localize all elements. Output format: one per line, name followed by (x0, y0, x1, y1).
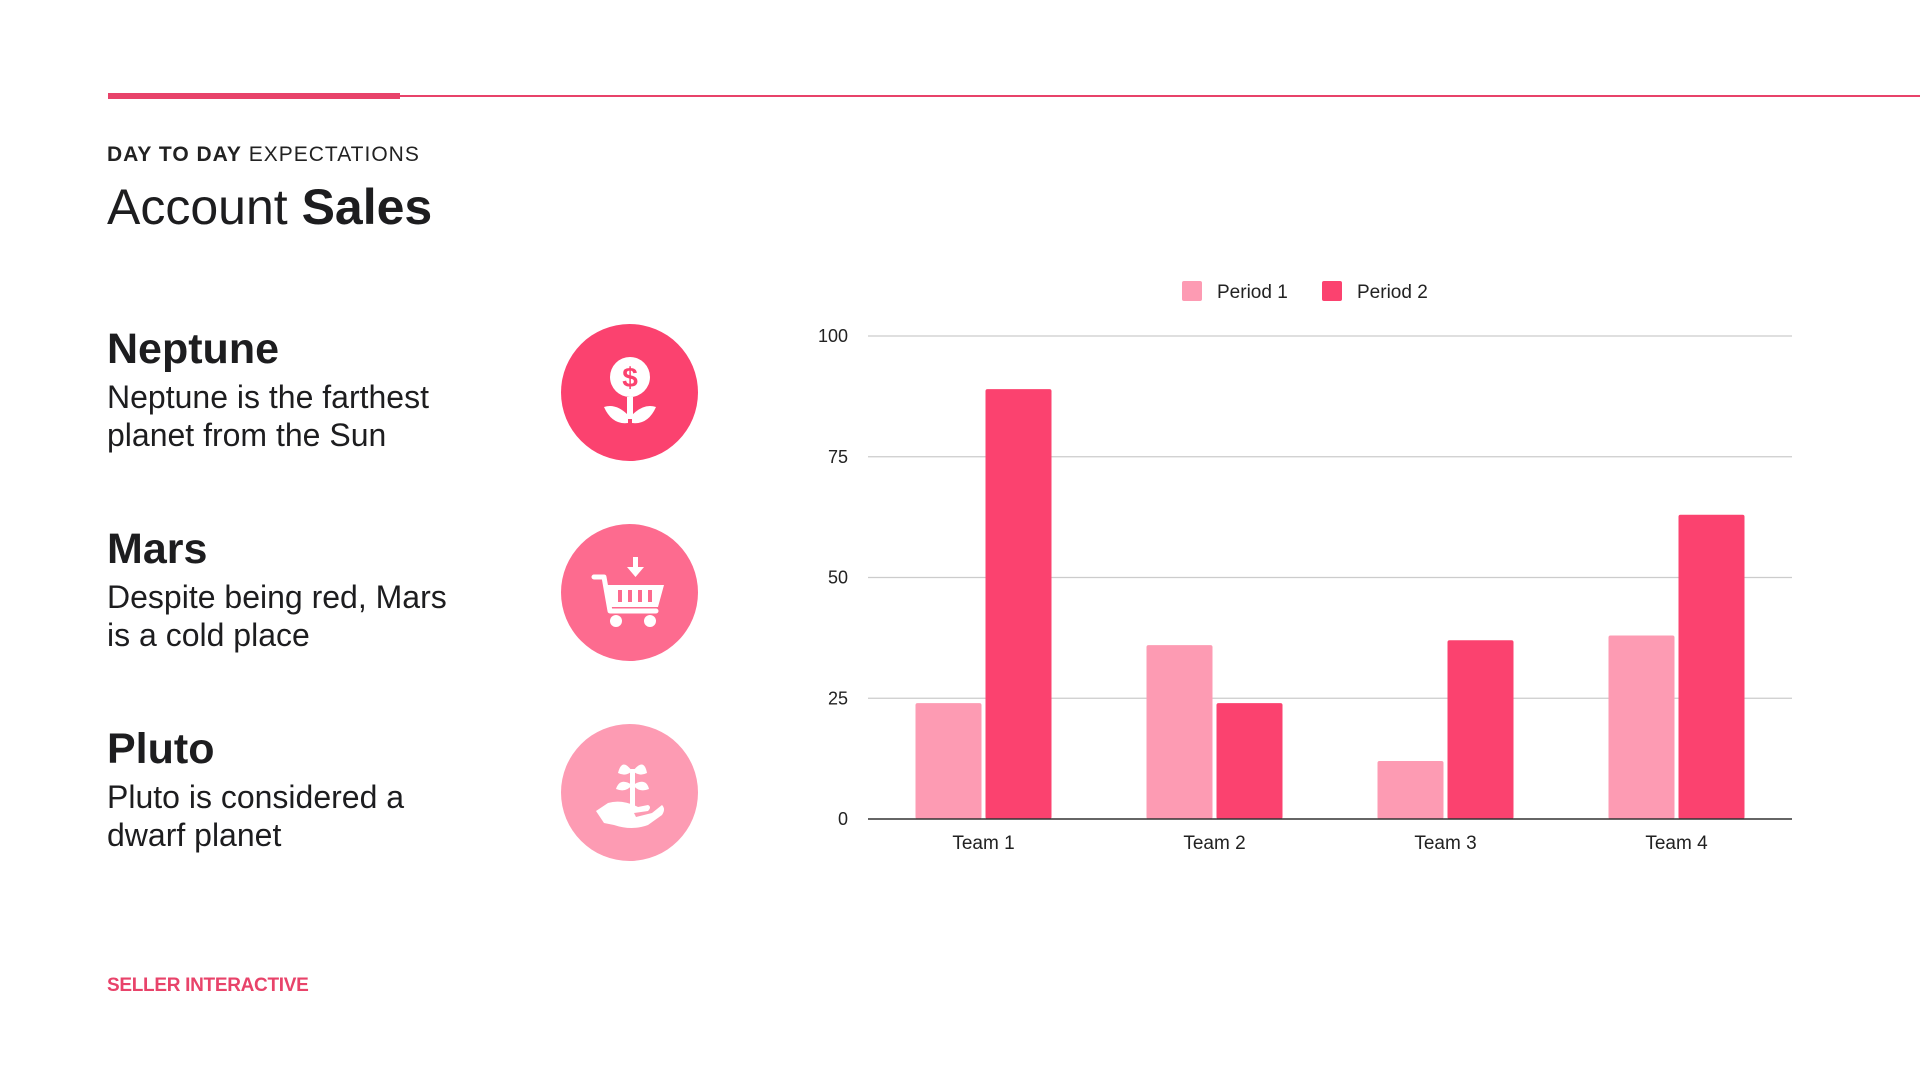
brand-wordmark: SELLER INTERACTIVE (107, 975, 309, 996)
svg-text:$: $ (622, 362, 638, 393)
top-rule (108, 95, 1920, 97)
item-heading: Pluto (107, 725, 215, 773)
title-light: Account (107, 179, 302, 235)
page-title: Account Sales (107, 178, 432, 236)
y-tick-label: 0 (838, 809, 848, 829)
y-tick-label: 75 (828, 447, 848, 467)
bar-period-1 (1377, 761, 1444, 819)
eyebrow-bold: DAY TO DAY (107, 143, 242, 166)
y-tick-label: 50 (828, 568, 848, 588)
money-flower-icon: $ (603, 356, 656, 423)
top-rule-accent (108, 93, 400, 99)
legend-swatch (1322, 281, 1342, 301)
bar-period-2 (1678, 514, 1745, 819)
legend-swatch (1182, 281, 1202, 301)
x-tick-label: Team 3 (1414, 833, 1476, 854)
hand-sprout-icon (595, 763, 664, 828)
item-mars: Mars Despite being red, Mars is a cold pl… (107, 524, 527, 654)
shopping-cart-icon (591, 556, 664, 627)
x-tick-label: Team 1 (952, 833, 1014, 854)
bar-period-1 (915, 703, 982, 819)
bar-period-2 (1216, 703, 1283, 819)
item-heading: Neptune (107, 325, 279, 373)
item-pluto: Pluto Pluto is considered a dwarf planet (107, 724, 527, 854)
bar-period-2 (1447, 640, 1514, 819)
y-tick-label: 25 (828, 688, 848, 708)
bar-chart: 0 25 50 75 100 Team 1 Team 2 Team 3 Team 4 Period… (818, 281, 1792, 854)
title-bold: Sales (301, 179, 433, 235)
item-icon-circle (561, 724, 698, 861)
item-neptune: Neptune Neptune is the farthest planet fr… (107, 324, 527, 454)
bar-period-2 (985, 389, 1052, 819)
item-heading: Mars (107, 525, 208, 573)
item-description: Despite being red, Mars is a cold place (107, 579, 447, 653)
legend-label: Period 1 (1217, 282, 1288, 303)
eyebrow-rest: EXPECTATIONS (241, 143, 420, 166)
y-tick-label: 100 (818, 326, 848, 346)
bar-period-1 (1608, 635, 1675, 819)
legend-label: Period 2 (1357, 282, 1428, 303)
item-icon-circle: $ (561, 324, 698, 461)
x-tick-label: Team 2 (1183, 833, 1245, 854)
item-icon-circle (561, 524, 698, 661)
x-tick-label: Team 4 (1645, 833, 1708, 854)
item-description: Pluto is considered a dwarf planet (107, 779, 405, 853)
eyebrow: DAY TO DAY EXPECTATIONS (107, 143, 420, 167)
bar-period-1 (1146, 645, 1213, 819)
item-description: Neptune is the farthest planet from the S… (107, 379, 429, 453)
